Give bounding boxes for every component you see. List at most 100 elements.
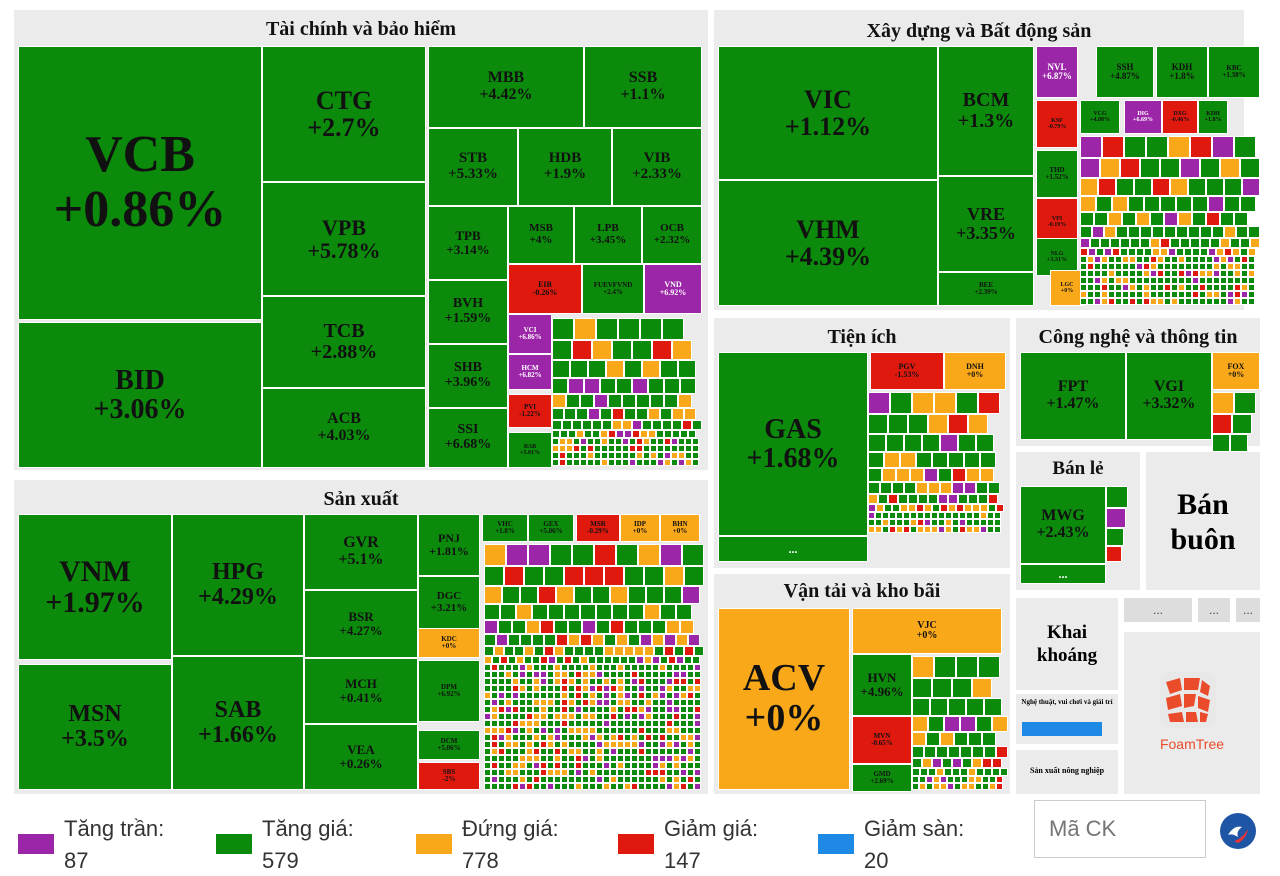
small-stock-tile[interactable] bbox=[657, 438, 664, 445]
small-stock-tile[interactable] bbox=[575, 720, 582, 727]
small-stock-tile[interactable] bbox=[666, 706, 673, 713]
stock-tile-kbc[interactable]: KBC +1.38% bbox=[1208, 46, 1260, 98]
small-stock-tile[interactable] bbox=[615, 459, 622, 466]
small-stock-tile[interactable] bbox=[672, 430, 680, 438]
small-stock-tile[interactable] bbox=[561, 720, 568, 727]
small-stock-tile[interactable] bbox=[1094, 291, 1101, 298]
small-stock-tile[interactable] bbox=[908, 414, 928, 434]
small-stock-tile[interactable] bbox=[1098, 178, 1116, 196]
small-stock-tile[interactable] bbox=[540, 776, 547, 783]
small-stock-tile[interactable] bbox=[1094, 256, 1101, 263]
small-stock-tile[interactable] bbox=[561, 713, 568, 720]
small-stock-tile[interactable] bbox=[596, 656, 604, 664]
small-stock-tile[interactable] bbox=[632, 378, 648, 394]
small-stock-tile[interactable] bbox=[1122, 212, 1136, 226]
small-stock-tile[interactable] bbox=[629, 445, 636, 452]
small-stock-tile[interactable] bbox=[868, 526, 875, 533]
small-stock-tile[interactable] bbox=[592, 420, 602, 430]
small-stock-tile[interactable] bbox=[1150, 277, 1157, 284]
small-stock-tile[interactable] bbox=[1108, 298, 1115, 305]
small-stock-tile[interactable] bbox=[692, 445, 699, 452]
small-stock-tile[interactable] bbox=[610, 727, 617, 734]
small-stock-tile[interactable] bbox=[962, 758, 972, 768]
small-stock-tile[interactable] bbox=[617, 734, 624, 741]
small-stock-tile[interactable] bbox=[533, 783, 540, 790]
small-stock-tile[interactable] bbox=[694, 734, 701, 741]
small-stock-tile[interactable] bbox=[638, 685, 645, 692]
small-stock-tile[interactable] bbox=[1122, 298, 1129, 305]
small-stock-tile[interactable] bbox=[868, 392, 890, 414]
small-stock-tile[interactable] bbox=[694, 720, 701, 727]
small-stock-tile[interactable] bbox=[636, 408, 648, 420]
small-stock-tile[interactable] bbox=[1248, 270, 1255, 277]
small-stock-tile[interactable] bbox=[992, 768, 1000, 776]
small-stock-tile[interactable] bbox=[610, 734, 617, 741]
small-stock-tile[interactable] bbox=[687, 783, 694, 790]
small-stock-tile[interactable] bbox=[976, 482, 988, 494]
small-stock-tile[interactable] bbox=[1080, 212, 1094, 226]
small-stock-tile[interactable] bbox=[582, 699, 589, 706]
stock-tile-ocb[interactable]: OCB +2.32% bbox=[642, 206, 702, 264]
small-stock-tile[interactable] bbox=[694, 776, 701, 783]
small-stock-tile[interactable] bbox=[1101, 270, 1108, 277]
small-stock-tile[interactable] bbox=[1192, 196, 1208, 212]
small-stock-tile[interactable] bbox=[917, 512, 924, 519]
stock-tile-pnj[interactable]: PNJ +1.81% bbox=[418, 514, 480, 576]
small-stock-tile[interactable] bbox=[920, 768, 928, 776]
small-stock-tile[interactable] bbox=[645, 699, 652, 706]
small-stock-tile[interactable] bbox=[526, 692, 533, 699]
small-stock-tile[interactable] bbox=[666, 699, 673, 706]
small-stock-tile[interactable] bbox=[554, 734, 561, 741]
small-stock-tile[interactable] bbox=[548, 656, 556, 664]
small-stock-tile[interactable] bbox=[1152, 248, 1160, 256]
small-stock-tile[interactable] bbox=[519, 699, 526, 706]
small-stock-tile[interactable] bbox=[603, 727, 610, 734]
small-stock-tile[interactable] bbox=[540, 748, 547, 755]
small-stock-tile[interactable] bbox=[624, 720, 631, 727]
small-stock-tile[interactable] bbox=[603, 741, 610, 748]
small-stock-tile[interactable] bbox=[615, 438, 622, 445]
small-stock-tile[interactable] bbox=[643, 459, 650, 466]
small-stock-tile[interactable] bbox=[687, 769, 694, 776]
small-stock-tile[interactable] bbox=[934, 656, 956, 678]
small-stock-tile[interactable] bbox=[1220, 263, 1227, 270]
small-stock-tile[interactable] bbox=[671, 452, 678, 459]
small-stock-tile[interactable] bbox=[624, 748, 631, 755]
small-stock-tile[interactable] bbox=[645, 713, 652, 720]
small-stock-tile[interactable] bbox=[973, 519, 980, 526]
small-stock-tile[interactable] bbox=[638, 776, 645, 783]
small-stock-tile[interactable] bbox=[945, 526, 952, 533]
small-stock-tile[interactable] bbox=[512, 720, 519, 727]
small-stock-tile[interactable] bbox=[588, 408, 600, 420]
small-stock-tile[interactable] bbox=[978, 392, 1000, 414]
small-stock-tile[interactable] bbox=[687, 713, 694, 720]
more-sector-2[interactable]: ... bbox=[1198, 598, 1230, 622]
small-stock-tile[interactable] bbox=[680, 706, 687, 713]
small-stock-tile[interactable] bbox=[936, 768, 944, 776]
small-stock-tile[interactable] bbox=[1212, 136, 1234, 158]
small-stock-tile[interactable] bbox=[589, 678, 596, 685]
small-stock-tile[interactable] bbox=[498, 762, 505, 769]
small-stock-tile[interactable] bbox=[575, 727, 582, 734]
small-stock-tile[interactable] bbox=[1101, 298, 1108, 305]
small-stock-tile[interactable] bbox=[645, 748, 652, 755]
small-stock-tile[interactable] bbox=[631, 755, 638, 762]
small-stock-tile[interactable] bbox=[568, 776, 575, 783]
small-stock-tile[interactable] bbox=[674, 646, 684, 656]
small-stock-tile[interactable] bbox=[1101, 291, 1108, 298]
small-stock-tile[interactable] bbox=[1240, 238, 1250, 248]
stock-tile-lpb[interactable]: LPB +3.45% bbox=[574, 206, 642, 264]
small-stock-tile[interactable] bbox=[624, 646, 634, 656]
small-stock-tile[interactable] bbox=[612, 604, 628, 620]
small-stock-tile[interactable] bbox=[610, 586, 628, 604]
small-stock-tile[interactable] bbox=[1108, 277, 1115, 284]
small-stock-tile[interactable] bbox=[582, 741, 589, 748]
small-stock-tile[interactable] bbox=[506, 544, 528, 566]
small-stock-tile[interactable] bbox=[582, 713, 589, 720]
small-stock-tile[interactable] bbox=[687, 699, 694, 706]
small-stock-tile[interactable] bbox=[988, 494, 998, 504]
small-stock-tile[interactable] bbox=[659, 734, 666, 741]
small-stock-tile[interactable] bbox=[617, 678, 624, 685]
small-stock-tile[interactable] bbox=[660, 408, 672, 420]
small-stock-tile[interactable] bbox=[989, 783, 996, 790]
